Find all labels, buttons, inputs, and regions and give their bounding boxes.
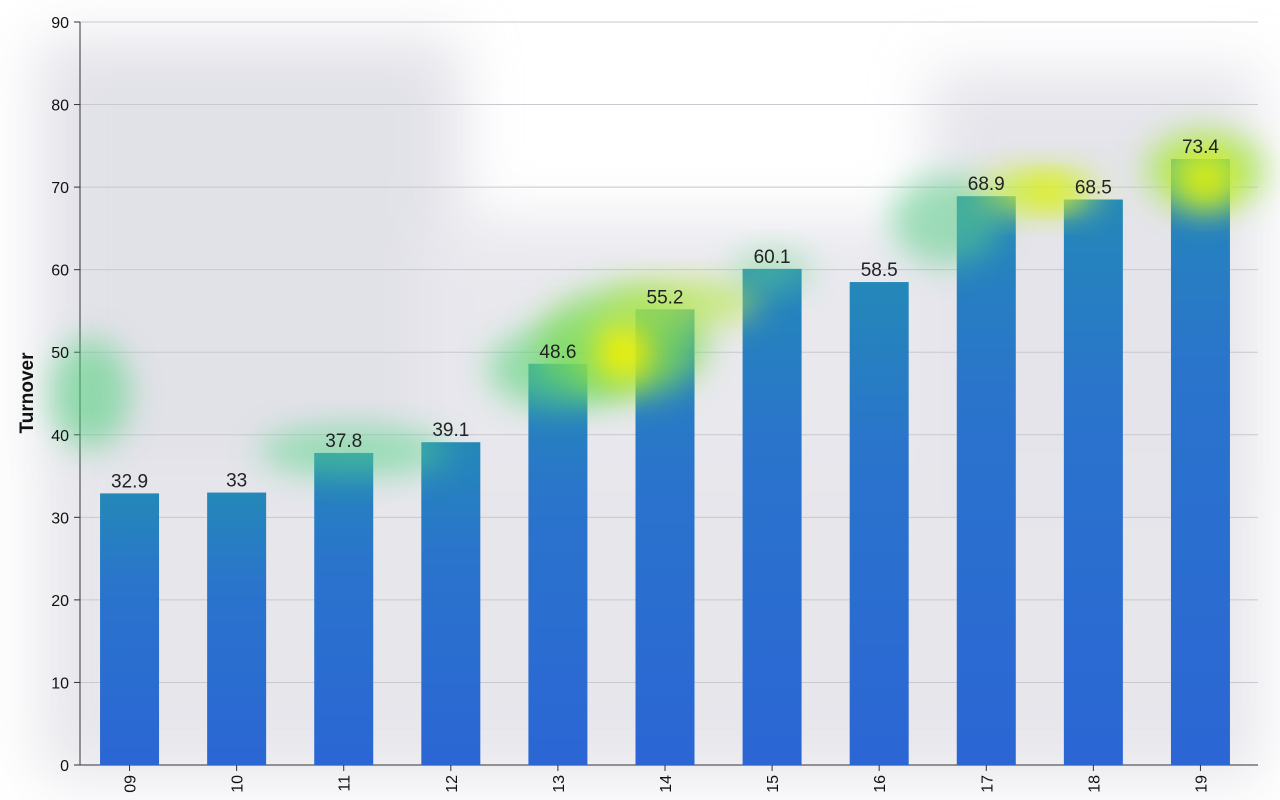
bar-15 (742, 268, 802, 765)
bar-10 (207, 492, 267, 765)
data-label-19: 73.4 (1182, 137, 1219, 158)
x-tick-label-15: 15 (765, 775, 782, 793)
data-label-17: 68.9 (968, 174, 1005, 195)
bar-12 (421, 442, 481, 765)
bar-18 (1063, 199, 1123, 765)
data-labels: 32.9 33 37.8 39.1 48.6 55.2 60.1 58.5 68.9 68.5 73… (111, 137, 1219, 492)
tick-labels: 0 10 20 30 40 50 60 70 80 90 09 10 11 12 13 14 15 16 17 18 1… (51, 15, 1210, 793)
x-tick-label-10: 10 (230, 775, 247, 793)
data-label-10: 33 (226, 471, 247, 492)
y-tick-label-20: 20 (51, 593, 69, 610)
data-label-16: 58.5 (861, 260, 898, 281)
data-label-14: 55.2 (647, 287, 684, 308)
bar-16 (849, 282, 909, 765)
data-label-13: 48.6 (539, 342, 576, 363)
y-tick-label-40: 40 (51, 428, 69, 445)
heat-spot-1 (258, 426, 449, 477)
heat-spot-6 (732, 249, 813, 290)
data-label-18: 68.5 (1075, 177, 1112, 198)
y-tick-label-30: 30 (51, 510, 69, 527)
x-tick-label-19: 19 (1193, 775, 1210, 793)
x-tick-label-12: 12 (444, 775, 461, 793)
x-tick-label-13: 13 (551, 775, 568, 793)
x-tick-label-11: 11 (337, 775, 354, 792)
x-tick-label-17: 17 (979, 775, 996, 793)
y-tick-label-10: 10 (51, 675, 69, 692)
y-tick-label-60: 60 (51, 263, 69, 280)
bar-11 (314, 452, 374, 765)
heatmap-hotspots (50, 130, 1266, 477)
bar-09 (100, 493, 160, 765)
y-tick-label-0: 0 (60, 758, 69, 775)
y-tick-label-70: 70 (51, 180, 69, 197)
data-label-12: 39.1 (432, 420, 469, 441)
bar-19 (1170, 159, 1230, 765)
heat-spot-7 (891, 175, 1002, 266)
x-tick-label-16: 16 (872, 775, 889, 793)
data-label-09: 32.9 (111, 471, 148, 492)
y-tick-label-50: 50 (51, 345, 69, 362)
heat-spot-4 (595, 322, 652, 383)
heat-spot-0 (50, 338, 130, 449)
heat-spot-5 (610, 280, 760, 325)
x-tick-label-09: 09 (123, 775, 140, 793)
y-tick-label-80: 80 (51, 98, 69, 115)
heat-spot-11 (1181, 152, 1230, 205)
bar-17 (956, 196, 1016, 766)
x-tick-label-18: 18 (1086, 775, 1103, 793)
x-tick-label-14: 14 (658, 775, 675, 793)
y-tick-label-90: 90 (51, 15, 69, 32)
heat-spot-9 (1027, 177, 1068, 206)
bar-13 (528, 363, 588, 765)
data-label-15: 60.1 (754, 247, 791, 268)
data-label-11: 37.8 (325, 431, 362, 452)
y-axis-title: Turnover (17, 352, 38, 434)
